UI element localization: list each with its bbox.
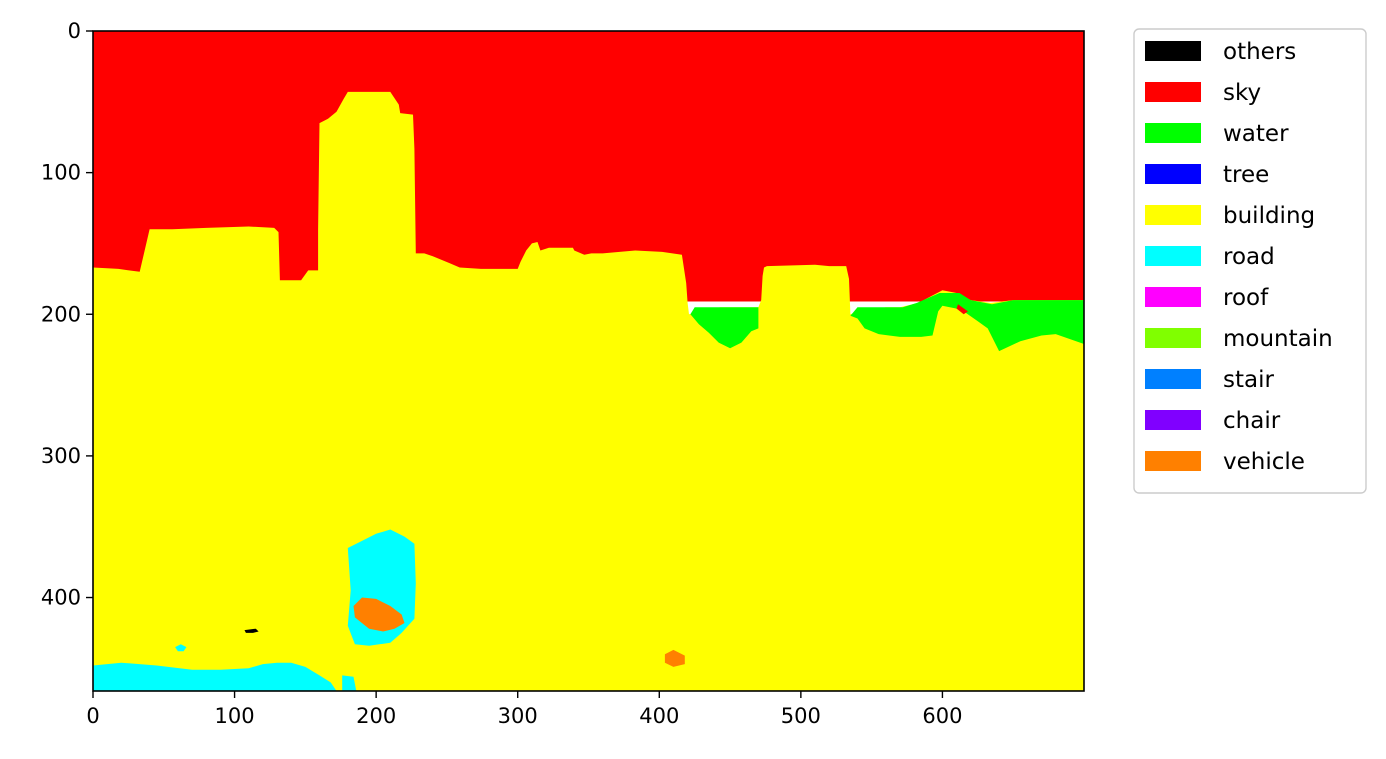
legend-label-others: others <box>1223 39 1296 65</box>
legend-label-roof: roof <box>1223 285 1269 311</box>
legend-swatch-water <box>1145 123 1201 143</box>
region-road <box>93 662 337 691</box>
legend-swatch-mountain <box>1145 328 1201 348</box>
legend-label-vehicle: vehicle <box>1223 449 1305 475</box>
legend-label-stair: stair <box>1223 367 1274 393</box>
legend-swatch-building <box>1145 205 1201 225</box>
y-tick-label: 300 <box>41 444 81 468</box>
legend-swatch-others <box>1145 41 1201 61</box>
x-tick-label: 600 <box>922 704 962 728</box>
x-tick-label: 300 <box>498 704 538 728</box>
x-tick-label: 200 <box>356 704 396 728</box>
legend-label-tree: tree <box>1223 162 1269 188</box>
y-tick-label: 200 <box>41 302 81 326</box>
legend-label-water: water <box>1223 121 1289 147</box>
region-water <box>850 293 1084 352</box>
y-tick-label: 400 <box>41 586 81 610</box>
region-road <box>175 644 187 652</box>
legend-swatch-stair <box>1145 369 1201 389</box>
legend-label-sky: sky <box>1223 80 1261 106</box>
y-axis: 0 100 200 300 400 <box>41 19 93 610</box>
x-tick-label: 0 <box>86 704 99 728</box>
legend-label-building: building <box>1223 203 1315 229</box>
legend-swatch-chair <box>1145 410 1201 430</box>
legend-label-mountain: mountain <box>1223 326 1333 352</box>
segmentation-regions <box>93 31 1084 691</box>
legend-swatch-tree <box>1145 164 1201 184</box>
x-axis: 0 100 200 300 400 500 600 <box>86 691 962 728</box>
legend: others sky water tree building road roof mounta… <box>1133 28 1367 494</box>
legend-label-road: road <box>1223 244 1275 270</box>
legend-swatch-vehicle <box>1145 451 1201 471</box>
legend-swatch-sky <box>1145 82 1201 102</box>
region-vehicle <box>353 597 405 632</box>
legend-swatch-roof <box>1145 287 1201 307</box>
legend-swatch-road <box>1145 246 1201 266</box>
legend-label-chair: chair <box>1223 408 1281 434</box>
x-tick-label: 400 <box>639 704 679 728</box>
region-road <box>342 675 357 691</box>
plot-frame <box>92 30 1085 692</box>
region-building <box>93 91 1084 691</box>
x-tick-label: 500 <box>781 704 821 728</box>
region-others <box>244 628 259 633</box>
region-sky <box>956 304 968 315</box>
x-tick-label: 100 <box>215 704 255 728</box>
y-tick-label: 100 <box>41 161 81 185</box>
region-water <box>690 307 759 349</box>
region-vehicle <box>664 649 685 667</box>
y-tick-label: 0 <box>68 19 81 43</box>
